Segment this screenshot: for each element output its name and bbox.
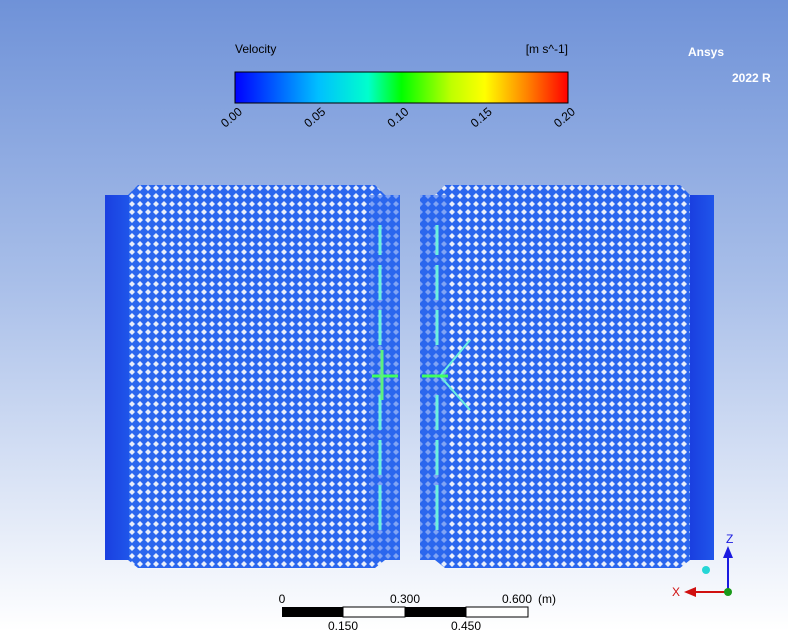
scale-bar [282, 606, 529, 618]
logo-version: 2022 R [732, 71, 771, 85]
scale-label: 0 [279, 592, 286, 606]
legend-title: Velocity [235, 42, 276, 56]
left-domain [105, 185, 400, 568]
scale-unit: (m) [538, 592, 556, 606]
scale-label: 0.450 [451, 619, 481, 631]
legend-unit: [m s^-1] [526, 42, 568, 56]
scale-label: 0.300 [390, 592, 420, 606]
axis-triad [684, 546, 733, 597]
scale-label: 0.150 [328, 619, 358, 631]
colorbar [234, 71, 569, 104]
logo-brand: Ansys [688, 45, 724, 59]
right-domain [420, 185, 714, 568]
triad-x: X [672, 585, 680, 599]
scale-label: 0.600 [502, 592, 532, 606]
triad-z: Z [726, 532, 733, 546]
